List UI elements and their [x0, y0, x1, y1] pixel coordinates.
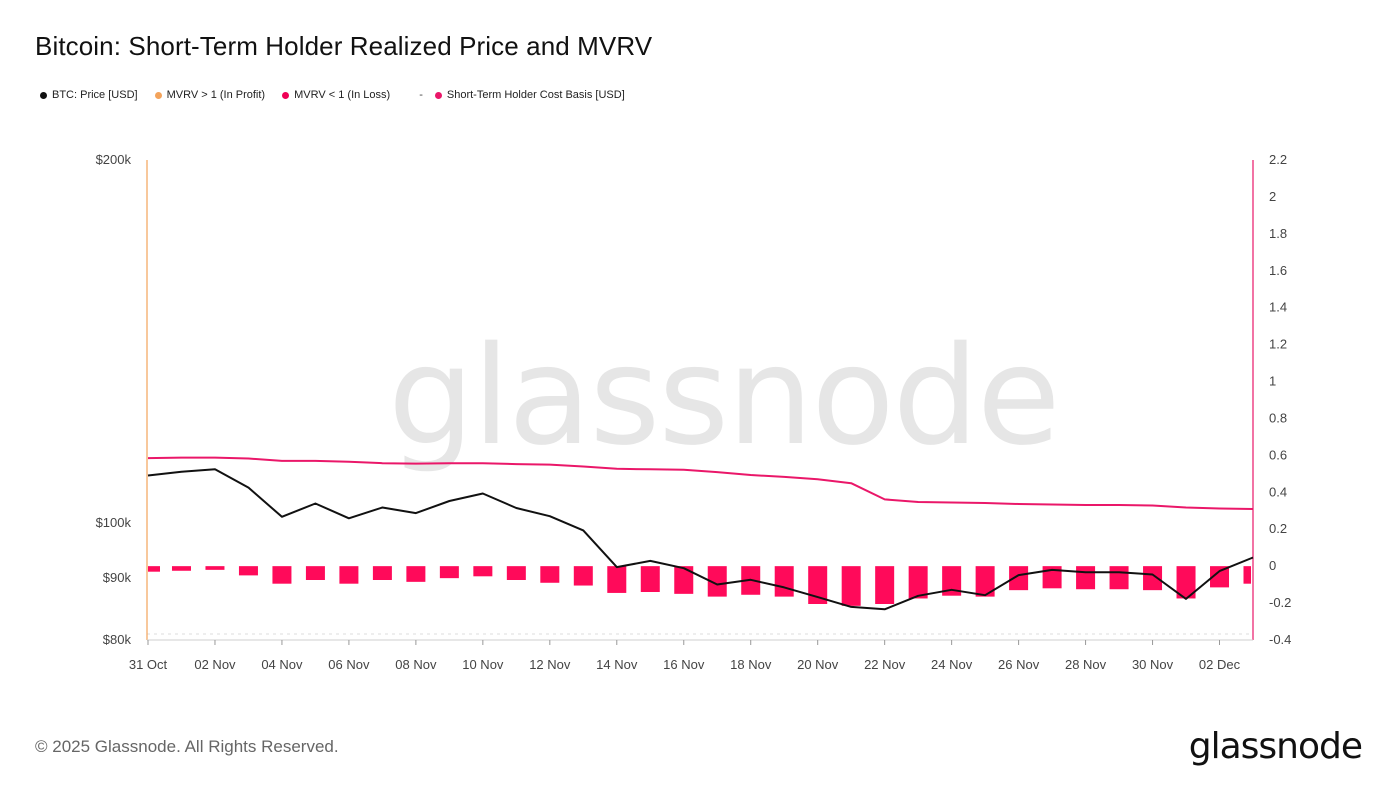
mvrv-bar	[372, 566, 392, 580]
right-axis-tick-label: 0.2	[1269, 521, 1287, 536]
mvrv-bar	[406, 566, 426, 582]
right-axis-tick-label: 1.8	[1269, 226, 1287, 241]
x-axis-tick-label: 31 Oct	[129, 657, 168, 672]
mvrv-bar	[339, 566, 359, 584]
right-axis-tick-label: 2	[1269, 189, 1276, 204]
mvrv-bar	[238, 566, 258, 576]
legend-label: BTC: Price [USD]	[52, 89, 138, 101]
mvrv-bar	[1243, 566, 1251, 584]
x-axis-tick-label: 02 Nov	[194, 657, 236, 672]
mvrv-bar	[1009, 566, 1029, 591]
mvrv-bar	[473, 566, 493, 577]
mvrv-bar	[573, 566, 593, 586]
legend-dot-icon	[282, 91, 290, 99]
x-axis-tick-label: 12 Nov	[529, 657, 571, 672]
legend-item-mvrv-profit[interactable]: MVRV > 1 (In Profit)	[154, 89, 266, 101]
legend-dot-icon	[154, 91, 162, 99]
btc-price-line	[147, 468, 1254, 611]
right-axis-tick-label: 0.8	[1269, 410, 1287, 425]
left-axis-tick-label: $200k	[96, 152, 132, 167]
left-axis-tick-label: $80k	[103, 632, 132, 647]
legend-separator: -	[419, 89, 423, 101]
cost-basis-line	[147, 456, 1254, 510]
mvrv-bar	[1176, 566, 1196, 599]
mvrv-bar	[540, 566, 560, 583]
mvrv-bar	[205, 566, 225, 570]
mvrv-bar	[875, 566, 895, 604]
right-axis-tick-label: 0.4	[1269, 484, 1287, 499]
mvrv-bar	[506, 566, 526, 580]
x-axis-tick-label: 28 Nov	[1065, 657, 1107, 672]
glassnode-logo: glassnode	[1188, 726, 1363, 767]
x-axis-tick-label: 02 Dec	[1199, 657, 1241, 672]
mvrv-bar	[148, 566, 160, 572]
x-axis-tick-label: 06 Nov	[328, 657, 370, 672]
chart-title: Bitcoin: Short-Term Holder Realized Pric…	[35, 31, 653, 61]
mvrv-bar	[640, 566, 660, 592]
legend-item-price[interactable]: BTC: Price [USD]	[40, 89, 138, 101]
x-axis-tick-label: 20 Nov	[797, 657, 839, 672]
mvrv-bar	[841, 566, 861, 606]
x-axis-tick-label: 08 Nov	[395, 657, 437, 672]
x-axis-tick-label: 22 Nov	[864, 657, 906, 672]
watermark: glassnode	[388, 318, 1061, 476]
right-axis-tick-label: 0.6	[1269, 447, 1287, 462]
x-axis-tick-label: 24 Nov	[931, 657, 973, 672]
right-axis-tick-label: -0.4	[1269, 632, 1291, 647]
x-axis-tick-label: 10 Nov	[462, 657, 504, 672]
mvrv-bar	[171, 566, 191, 571]
mvrv-bar	[975, 566, 995, 597]
mvrv-bar	[774, 566, 794, 597]
mvrv-bar	[1109, 566, 1129, 590]
mvrv-bar	[439, 566, 459, 579]
legend-item-cost-basis[interactable]: Short-Term Holder Cost Basis [USD]	[434, 89, 625, 101]
x-axis-tick-label: 18 Nov	[730, 657, 772, 672]
x-axis-tick-label: 14 Nov	[596, 657, 638, 672]
mvrv-bar	[1042, 566, 1062, 589]
legend-label: Short-Term Holder Cost Basis [USD]	[446, 89, 625, 101]
x-axis-tick-label: 26 Nov	[998, 657, 1040, 672]
mvrv-bar	[1143, 566, 1163, 591]
mvrv-bar	[674, 566, 694, 594]
x-axis-tick-label: 30 Nov	[1132, 657, 1174, 672]
left-axis-tick-label: $90k	[103, 570, 132, 585]
x-axis-tick-label: 16 Nov	[663, 657, 705, 672]
right-axis-tick-label: 1.4	[1269, 300, 1287, 315]
copyright-footer: © 2025 Glassnode. All Rights Reserved.	[35, 737, 339, 756]
mvrv-bar	[908, 566, 928, 599]
right-axis-tick-label: 1.6	[1269, 263, 1287, 278]
mvrv-bar	[272, 566, 292, 584]
legend-item-mvrv-loss[interactable]: MVRV < 1 (In Loss)	[282, 89, 390, 101]
legend: BTC: Price [USD] MVRV > 1 (In Profit) MV…	[40, 89, 642, 101]
right-axis-tick-label: 1	[1269, 374, 1276, 389]
left-axis-tick-label: $100k	[96, 515, 132, 530]
legend-label: MVRV > 1 (In Profit)	[166, 89, 266, 101]
right-axis-tick-label: 2.2	[1269, 152, 1287, 167]
mvrv-bar	[707, 566, 727, 597]
mvrv-bar	[1210, 566, 1230, 588]
legend-dot-icon	[434, 91, 442, 99]
right-axis-tick-label: 1.2	[1269, 337, 1287, 352]
x-axis-tick-label: 04 Nov	[261, 657, 303, 672]
legend-label: MVRV < 1 (In Loss)	[294, 89, 391, 101]
mvrv-bar	[942, 566, 962, 596]
right-axis-tick-label: -0.2	[1269, 595, 1291, 610]
legend-dot-icon	[40, 91, 47, 99]
right-axis-tick-label: 0	[1269, 558, 1276, 573]
chart-area: $80k $90k $100k $200k -0.4 -0.2 0 0.2 0.4 0.6 0.8 1…	[96, 152, 1292, 672]
mvrv-bar	[1076, 566, 1096, 590]
mvrv-bar	[607, 566, 627, 593]
mvrv-bar	[305, 566, 325, 580]
mvrv-bar	[808, 566, 828, 604]
